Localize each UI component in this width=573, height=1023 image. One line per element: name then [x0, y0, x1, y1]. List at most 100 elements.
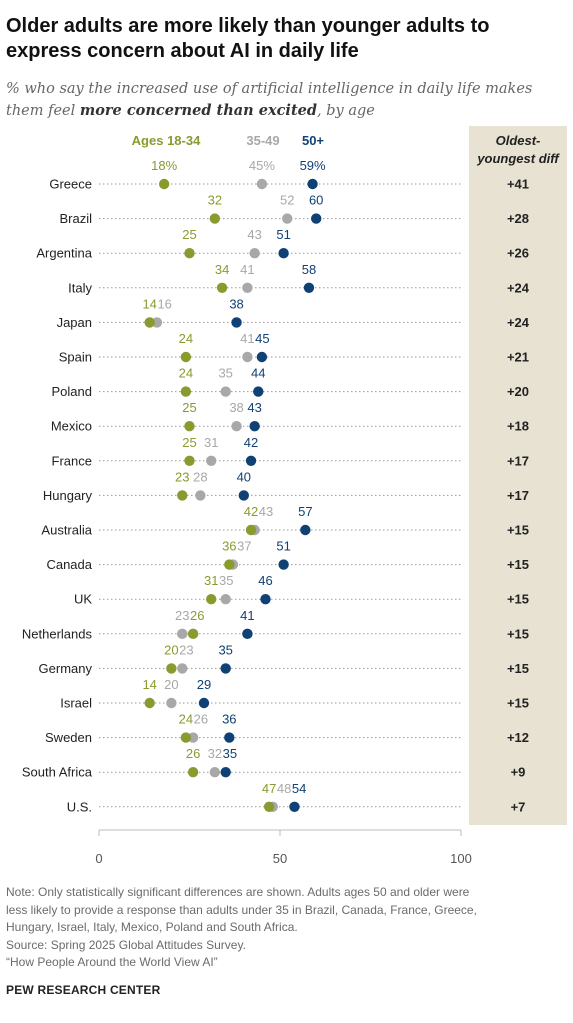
category-label: Sweden	[45, 730, 92, 745]
data-point-ages-50-plus	[260, 594, 271, 605]
data-label-ages-18-34: 24	[179, 331, 193, 346]
data-label-ages-35-49: 35	[219, 573, 233, 588]
subtitle-emphasis: more concerned than excited	[79, 102, 318, 119]
category-label: France	[52, 453, 92, 468]
diff-value: +18	[507, 419, 529, 434]
data-point-ages-18-34	[158, 178, 170, 190]
data-point-ages-50-plus	[231, 317, 242, 328]
data-point-ages-18-34	[184, 248, 195, 259]
diff-value: +24	[507, 280, 530, 295]
diff-value: +12	[507, 730, 529, 745]
data-point-ages-50-plus	[303, 282, 315, 293]
data-point-ages-18-34	[184, 421, 195, 432]
data-label-ages-18-34: 20	[164, 642, 178, 657]
data-label-ages-35-49: 52	[280, 193, 294, 208]
diff-value: +9	[511, 765, 526, 780]
data-label-ages-50-plus: 44	[251, 366, 265, 381]
data-point-ages-35-49	[195, 490, 206, 501]
diff-value: +15	[507, 696, 529, 711]
category-label: Israel	[60, 696, 92, 711]
data-label-ages-35-49: 48	[277, 781, 291, 796]
data-point-ages-35-49	[242, 351, 253, 363]
data-label-ages-35-49: 16	[157, 296, 171, 311]
data-label-ages-35-49: 28	[193, 469, 207, 484]
data-point-ages-50-plus	[256, 351, 268, 363]
data-label-ages-35-49: 23	[175, 608, 189, 623]
data-label-ages-35-49: 20	[164, 677, 178, 692]
data-label-ages-50-plus: 60	[309, 193, 323, 208]
data-label-ages-50-plus: 38	[229, 296, 243, 311]
data-point-ages-35-49	[231, 421, 242, 432]
diff-value: +17	[507, 488, 529, 503]
diff-value: +41	[507, 177, 529, 192]
data-point-ages-35-49	[249, 248, 260, 259]
category-label: Japan	[57, 315, 92, 330]
diff-value: +15	[507, 626, 529, 641]
diff-value: +20	[507, 384, 529, 399]
data-label-ages-50-plus: 45	[255, 331, 269, 346]
data-label-ages-50-plus: 51	[276, 539, 290, 554]
category-label: Mexico	[51, 419, 92, 434]
data-point-ages-50-plus	[220, 767, 231, 778]
data-point-ages-18-34	[263, 801, 275, 812]
data-point-ages-18-34	[245, 524, 257, 536]
data-point-ages-18-34	[180, 351, 192, 363]
data-label-ages-50-plus: 57	[298, 504, 312, 519]
diff-value: +17	[507, 453, 529, 468]
data-label-ages-50-plus: 54	[292, 781, 306, 796]
data-point-ages-50-plus	[311, 213, 322, 224]
data-label-ages-18-34: 25	[182, 227, 196, 242]
category-label: Spain	[59, 350, 92, 365]
data-point-ages-18-34	[206, 594, 217, 605]
note-line: Hungary, Israel, Italy, Mexico, Poland a…	[6, 920, 298, 934]
data-label-ages-50-plus: 43	[247, 400, 261, 415]
diff-value: +24	[507, 315, 530, 330]
data-label-ages-50-plus: 35	[218, 642, 232, 657]
diff-header-line2: youngest diff	[476, 151, 560, 166]
category-label: Poland	[52, 384, 92, 399]
data-point-ages-35-49	[209, 767, 221, 778]
diff-value: +15	[507, 592, 529, 607]
data-label-ages-35-49: 35	[218, 366, 232, 381]
x-tick-label: 50	[273, 851, 287, 866]
data-point-ages-35-49	[187, 732, 199, 743]
data-label-ages-18-34: 26	[190, 608, 204, 623]
data-label-ages-18-34: 26	[186, 746, 200, 761]
data-point-ages-18-34	[216, 282, 228, 293]
data-point-ages-18-34	[144, 697, 155, 709]
data-label-ages-18-34: 14	[142, 677, 156, 692]
legend-ages-35-49: 35-49	[246, 133, 279, 148]
chart-subtitle: % who say the increased use of artificia…	[6, 79, 566, 122]
legend-ages-18-34: Ages 18-34	[132, 133, 201, 148]
data-point-ages-18-34	[144, 317, 155, 328]
data-point-ages-50-plus	[220, 663, 231, 674]
data-label-ages-18-34: 25	[182, 435, 196, 450]
data-point-ages-35-49	[151, 317, 163, 328]
data-point-ages-35-49	[177, 628, 188, 639]
data-label-ages-50-plus: 42	[244, 435, 258, 450]
data-point-ages-35-49	[242, 282, 253, 293]
category-label: Canada	[46, 557, 92, 572]
chart-title: Older adults are more likely than younge…	[6, 15, 490, 62]
category-label: Hungary	[43, 488, 93, 503]
data-label-ages-35-49: 38	[229, 400, 243, 415]
data-label-ages-50-plus: 29	[197, 677, 211, 692]
data-point-ages-35-49	[177, 663, 188, 674]
chart-note: Note: Only statistically significant dif…	[6, 884, 566, 972]
data-label-ages-50-plus: 58	[302, 262, 316, 277]
data-point-ages-18-34	[166, 663, 177, 674]
data-point-ages-50-plus	[238, 490, 249, 501]
data-point-ages-35-49	[282, 213, 293, 224]
category-label: South Africa	[22, 765, 93, 780]
data-point-ages-50-plus	[249, 421, 260, 432]
data-label-ages-50-plus: 59%	[300, 158, 326, 173]
data-point-ages-35-49	[166, 697, 177, 709]
data-label-ages-18-34: 32	[208, 193, 222, 208]
source-line: Source: Spring 2025 Global Attitudes Sur…	[6, 937, 246, 952]
data-point-ages-50-plus	[198, 697, 210, 709]
category-label: Italy	[68, 280, 92, 295]
diff-column-panel	[469, 126, 567, 825]
data-point-ages-50-plus	[278, 248, 289, 259]
dot-plot-chart: Oldest-youngest diff Ages 18-34 35-49 50+ Gr…	[22, 126, 567, 866]
data-label-ages-50-plus: 51	[276, 227, 290, 242]
